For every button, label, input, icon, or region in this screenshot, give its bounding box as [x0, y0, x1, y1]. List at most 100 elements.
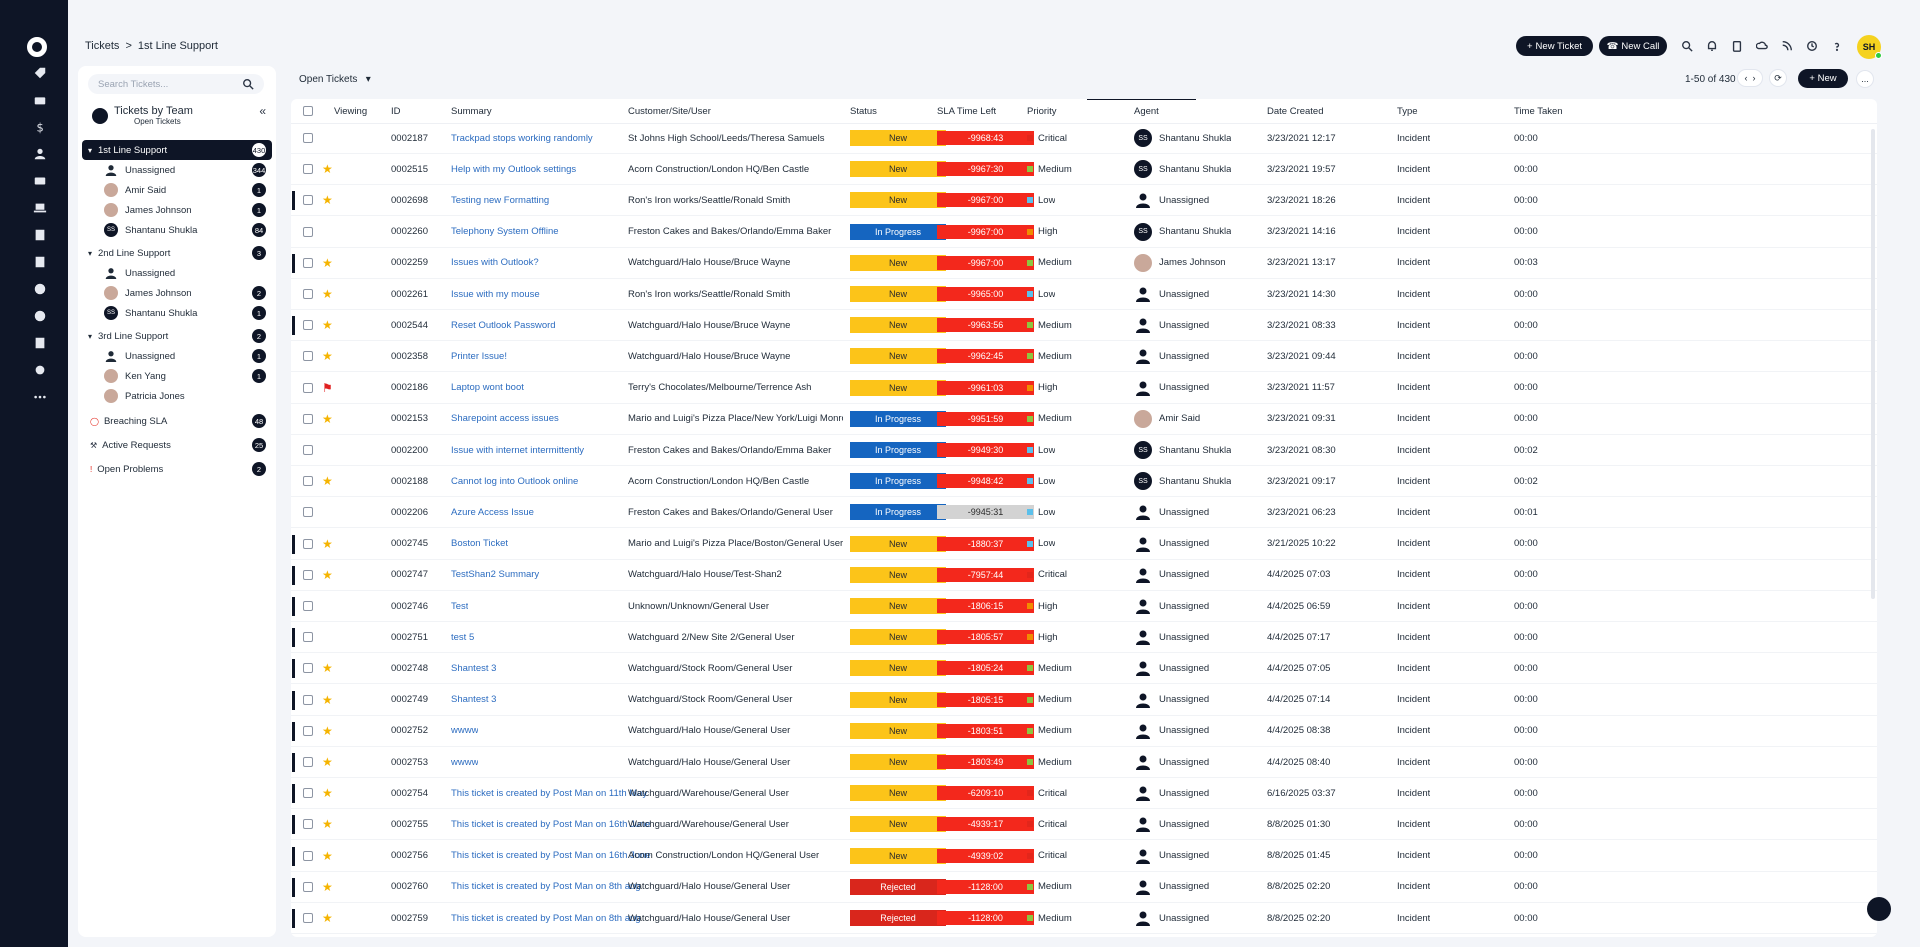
expand-caret-icon[interactable]: ▾: [88, 248, 93, 258]
table-row[interactable]: 0002260 Telephony System Offline Freston C…: [291, 217, 1877, 248]
row-checkbox[interactable]: [303, 435, 313, 465]
sidebar-extra-0[interactable]: ◯ Breaching SLA 48: [82, 411, 272, 431]
column-header-customer-site-user[interactable]: Customer/Site/User: [628, 105, 711, 117]
table-row[interactable]: 0002187 Trackpad stops working randomly St…: [291, 123, 1877, 154]
scrollbar[interactable]: [1871, 129, 1875, 599]
row-checkbox[interactable]: [303, 622, 313, 652]
table-row[interactable]: ★ 0002753 wwww Watchguard/Halo House/Genera…: [291, 747, 1877, 778]
ticket-summary-link[interactable]: Help with my Outlook settings: [451, 163, 577, 175]
star-icon[interactable]: ★: [322, 255, 333, 270]
row-checkbox[interactable]: [303, 685, 313, 715]
table-row[interactable]: ★ 0002760 This ticket is created by Post M…: [291, 872, 1877, 903]
rail-user-icon[interactable]: [30, 144, 50, 164]
ticket-summary-link[interactable]: Issue with my mouse: [451, 288, 540, 300]
table-row[interactable]: ★ 0002749 Shantest 3 Watchguard/Stock Room/…: [291, 685, 1877, 716]
table-row[interactable]: ★ 0002515 Help with my Outlook settings Aco…: [291, 154, 1877, 186]
row-checkbox[interactable]: [303, 310, 313, 340]
star-icon[interactable]: ★: [322, 879, 333, 894]
ticket-summary-link[interactable]: Telephony System Offline: [451, 226, 559, 238]
assistant-button[interactable]: [1867, 897, 1891, 921]
star-icon[interactable]: ★: [322, 411, 333, 426]
rail-tag-icon[interactable]: [30, 63, 50, 83]
rail-gear-icon[interactable]: [30, 360, 50, 380]
search-tickets-input[interactable]: Search Tickets...: [88, 74, 264, 94]
ticket-summary-link[interactable]: This ticket is created by Post Man on 8t…: [451, 912, 641, 924]
row-checkbox[interactable]: [303, 716, 313, 746]
new-button[interactable]: + New: [1798, 69, 1848, 88]
rss-icon[interactable]: [1779, 38, 1795, 54]
column-header-time-taken[interactable]: Time Taken: [1514, 105, 1563, 117]
column-header-type[interactable]: Type: [1397, 105, 1418, 117]
sidebar-member-0-2[interactable]: James Johnson 1: [82, 200, 272, 220]
clock-icon[interactable]: [1804, 38, 1820, 54]
ticket-summary-link[interactable]: Issues with Outlook?: [451, 257, 539, 269]
expand-caret-icon[interactable]: ▾: [88, 331, 93, 341]
ticket-summary-link[interactable]: TestShan2 Summary: [451, 569, 540, 581]
chevron-right-icon[interactable]: ›: [1752, 73, 1756, 83]
table-row[interactable]: ★ 0002759 This ticket is created by Post M…: [291, 903, 1877, 934]
rail-edit-icon[interactable]: [30, 225, 50, 245]
star-icon[interactable]: ★: [322, 817, 333, 832]
star-icon[interactable]: ★: [322, 567, 333, 582]
cloud-icon[interactable]: [1754, 38, 1770, 54]
star-icon[interactable]: ★: [322, 536, 333, 551]
user-avatar[interactable]: SH: [1857, 35, 1882, 59]
row-checkbox[interactable]: [303, 841, 313, 871]
row-checkbox[interactable]: [303, 154, 313, 184]
table-row[interactable]: ★ 0002745 Boston Ticket Mario and Luigi's P…: [291, 529, 1877, 560]
star-icon[interactable]: ★: [322, 162, 333, 177]
row-checkbox[interactable]: [303, 529, 313, 559]
sidebar-member-2-1[interactable]: Ken Yang 1: [82, 366, 272, 386]
view-selector[interactable]: Open Tickets ▾: [299, 74, 371, 85]
ticket-summary-link[interactable]: This ticket is created by Post Man on 16…: [451, 818, 651, 830]
flag-icon[interactable]: ⚑: [322, 380, 333, 395]
table-row[interactable]: 0002206 Azure Access Issue Freston Cakes a…: [291, 497, 1877, 529]
table-row[interactable]: ★ 0002748 Shantest 3 Watchguard/Stock Room/…: [291, 653, 1877, 685]
star-icon[interactable]: ★: [322, 474, 333, 489]
column-header-date-created[interactable]: Date Created: [1267, 105, 1324, 117]
breadcrumb-root[interactable]: Tickets: [85, 40, 120, 52]
row-checkbox[interactable]: [303, 279, 313, 309]
column-header-agent[interactable]: Agent: [1134, 105, 1159, 117]
ticket-summary-link[interactable]: Testing new Formatting: [451, 194, 550, 206]
sidebar-member-0-3[interactable]: SS Shantanu Shukla 84: [82, 220, 272, 240]
ticket-summary-link[interactable]: test 5: [451, 631, 475, 643]
rail-dollar-icon[interactable]: $: [30, 117, 50, 137]
row-checkbox[interactable]: [303, 903, 313, 933]
row-checkbox[interactable]: [303, 466, 313, 496]
app-logo[interactable]: [27, 37, 47, 57]
table-row[interactable]: ★ 0002755 This ticket is created by Post M…: [291, 809, 1877, 841]
search-icon[interactable]: [1679, 38, 1695, 54]
ticket-summary-link[interactable]: Reset Outlook Password: [451, 319, 556, 331]
sidebar-member-0-0[interactable]: Unassigned 344: [82, 160, 272, 180]
row-checkbox[interactable]: [303, 747, 313, 777]
table-row[interactable]: ★ 0002259 Issues with Outlook? Watchguard/H…: [291, 248, 1877, 279]
row-checkbox[interactable]: [303, 217, 313, 247]
star-icon[interactable]: ★: [322, 661, 333, 676]
table-row[interactable]: ★ 0002747 TestShan2 Summary Watchguard/Halo…: [291, 560, 1877, 591]
table-row[interactable]: ★ 0002544 Reset Outlook Password Watchguard…: [291, 310, 1877, 342]
rail-laptop-icon[interactable]: [30, 198, 50, 218]
ticket-summary-link[interactable]: This ticket is created by Post Man on 11…: [451, 787, 648, 799]
rail-clock-icon[interactable]: [30, 306, 50, 326]
row-checkbox[interactable]: [303, 591, 313, 621]
star-icon[interactable]: ★: [322, 755, 333, 769]
rail-doc-icon[interactable]: [30, 252, 50, 272]
ticket-summary-link[interactable]: wwww: [451, 725, 479, 737]
rail-ticket-icon[interactable]: [30, 171, 50, 191]
sidebar-extra-1[interactable]: ⚒ Active Requests 25: [82, 435, 272, 455]
star-icon[interactable]: ★: [322, 318, 333, 333]
table-row[interactable]: 0002746 Test Unknown/Unknown/General User N…: [291, 591, 1877, 622]
table-row[interactable]: ★ 0002752 wwww Watchguard/Halo House/Genera…: [291, 716, 1877, 747]
table-row[interactable]: ★ 0002698 Testing new Formatting Ron's Iron…: [291, 185, 1877, 217]
table-row[interactable]: ★ 0002358 Printer Issue! Watchguard/Halo Ho…: [291, 341, 1877, 373]
sidebar-team-2[interactable]: ▾ 3rd Line Support 2: [82, 326, 272, 346]
refresh-icon[interactable]: ⟳: [1769, 69, 1787, 87]
table-row[interactable]: ★ 0002754 This ticket is created by Post M…: [291, 778, 1877, 810]
column-header-summary[interactable]: Summary: [451, 105, 492, 117]
table-row[interactable]: ★ 0002756 This ticket is created by Post M…: [291, 841, 1877, 872]
column-header-priority[interactable]: Priority: [1027, 105, 1057, 117]
sidebar-member-1-2[interactable]: SS Shantanu Shukla 1: [82, 303, 272, 323]
sidebar-extra-2[interactable]: ! Open Problems 2: [82, 459, 272, 479]
sidebar-team-1[interactable]: ▾ 2nd Line Support 3: [82, 243, 272, 263]
